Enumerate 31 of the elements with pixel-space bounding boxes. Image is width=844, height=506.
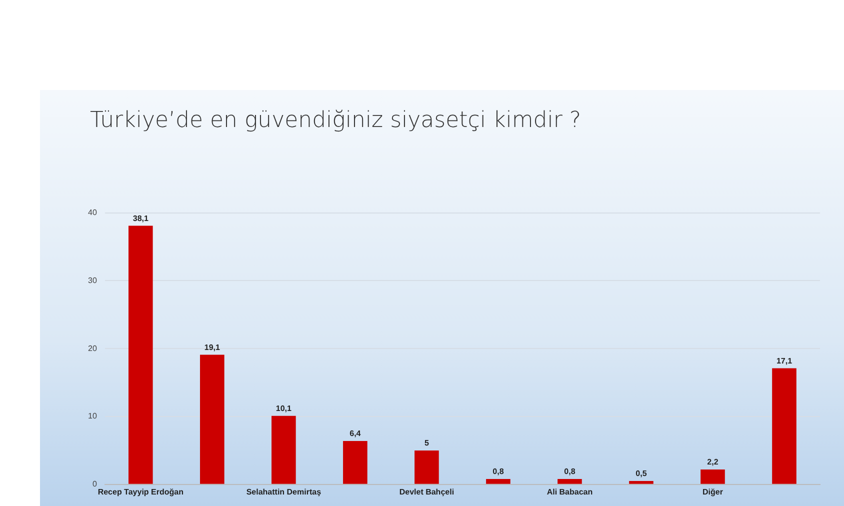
y-tick-label: 0	[92, 480, 98, 489]
y-tick-label: 40	[88, 208, 98, 218]
bar	[772, 368, 796, 484]
bar	[128, 226, 153, 484]
y-tick-label: 20	[88, 344, 98, 353]
data-label: 0,8	[492, 467, 504, 476]
data-label: 2,2	[707, 458, 719, 467]
bar	[558, 478, 582, 484]
y-tick-label: 30	[88, 276, 98, 285]
bar	[272, 416, 296, 484]
data-label: 10,1	[276, 404, 292, 414]
data-label: 5	[424, 438, 430, 448]
data-label: 0,5	[636, 469, 648, 478]
chart-title: Türkiye’de en güvendiğiniz siyasetçi kimdir ?	[90, 108, 582, 133]
bar	[700, 469, 725, 484]
bar	[343, 440, 368, 484]
data-label: 17,1	[776, 356, 793, 366]
bar	[629, 481, 654, 484]
bar	[414, 450, 439, 484]
bar	[486, 478, 510, 484]
x-tick-label: Diğer	[702, 487, 723, 496]
x-tick-label: Devlet Bahçeli	[399, 487, 454, 496]
bar	[200, 354, 224, 484]
x-tick-label: Ali Babacan	[546, 487, 593, 496]
y-tick-label: 10	[88, 412, 98, 421]
data-label: 38,1	[132, 214, 149, 223]
data-label: 6,4	[350, 429, 362, 438]
data-label: 19,1	[204, 342, 220, 352]
x-tick-label: Selahattin Demirtaş	[246, 487, 322, 496]
x-tick-label: Recep Tayyip Erdoğan	[98, 487, 184, 496]
data-label: 0,8	[564, 467, 576, 476]
